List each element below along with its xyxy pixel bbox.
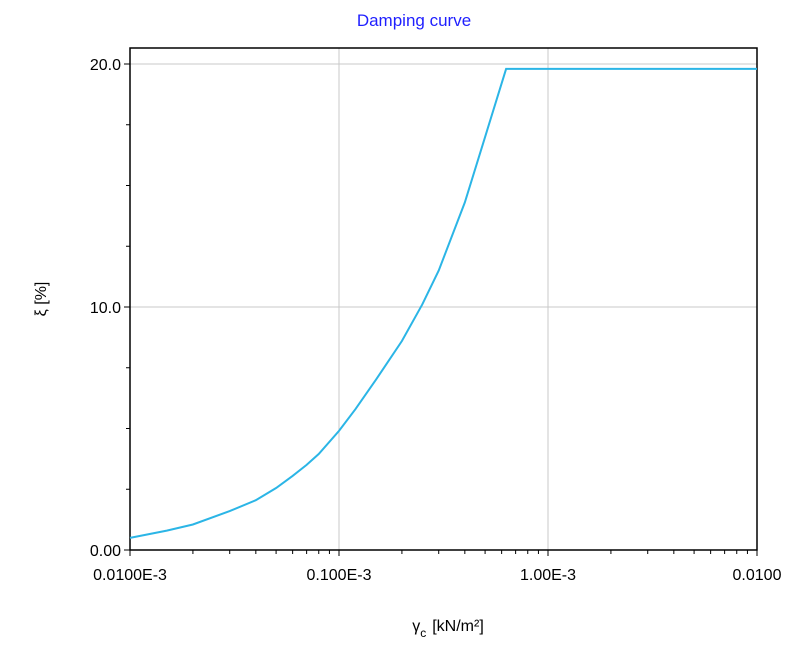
x-axis-subscript: c (420, 626, 426, 640)
y-tick-label: 0.00 (90, 543, 121, 560)
x-axis-unit: [kN/m²] (432, 618, 484, 635)
y-tick-label: 10.0 (90, 300, 121, 317)
chart-title: Damping curve (357, 11, 471, 30)
x-axis-label: γc [kN/m²] (412, 618, 484, 640)
y-tick-labels: 0.00 10.0 20.0 (90, 57, 121, 560)
y-axis-label: ξ [%] (33, 282, 50, 317)
minor-ticks (124, 63, 758, 556)
x-tick-label: 0.0100 (733, 567, 782, 584)
x-tick-label: 1.00E-3 (520, 567, 576, 584)
plot-area-frame (129, 47, 758, 551)
x-tick-label: 0.100E-3 (307, 567, 372, 584)
x-tick-label: 0.0100E-3 (93, 567, 167, 584)
damping-curve-line (129, 67, 757, 539)
x-axis-symbol: γ (412, 618, 420, 635)
grid (130, 48, 757, 550)
y-tick-label: 20.0 (90, 57, 121, 74)
x-tick-labels: 0.0100E-3 0.100E-3 1.00E-3 0.0100 (93, 567, 781, 584)
